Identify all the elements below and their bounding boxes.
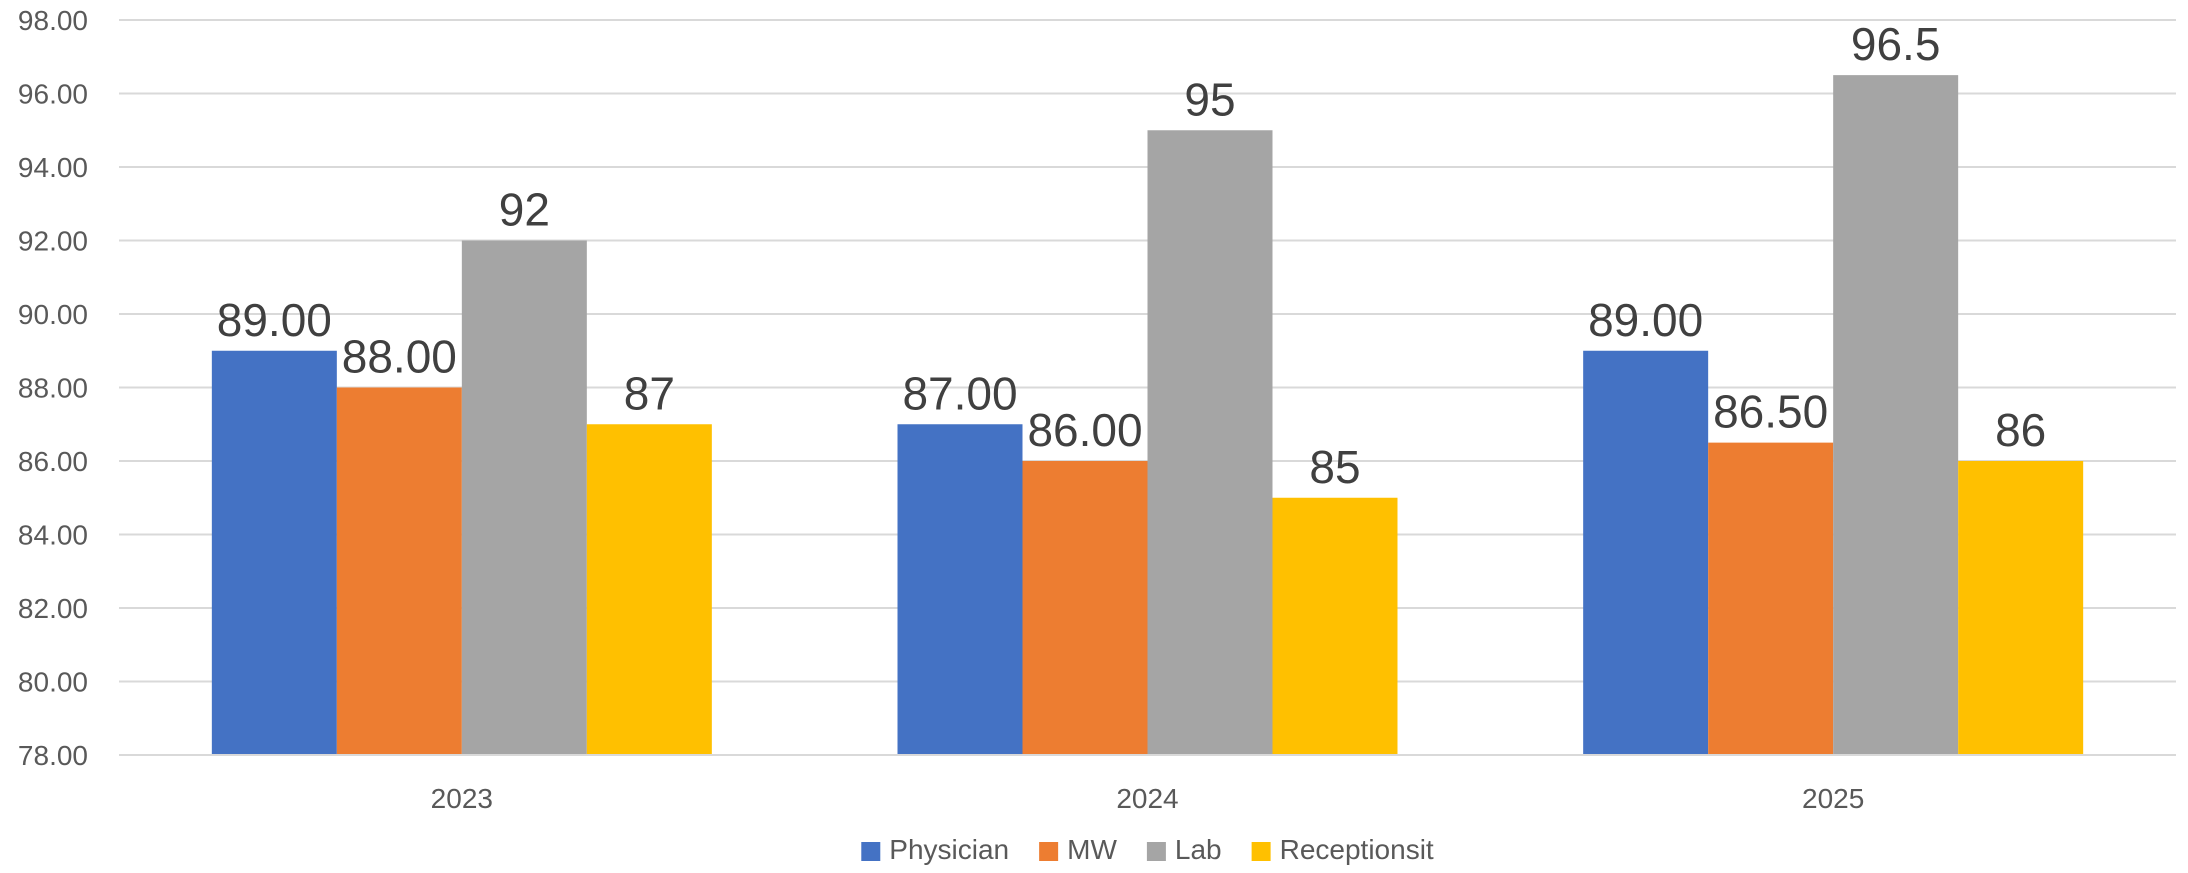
- data-label: 87.00: [902, 367, 1017, 419]
- y-tick-label: 98.00: [18, 5, 88, 36]
- legend-label: Physician: [889, 834, 1009, 865]
- bar-mw-2025: [1708, 443, 1833, 755]
- y-tick-label: 78.00: [18, 740, 88, 771]
- data-label: 87: [624, 367, 675, 419]
- legend-swatch: [1147, 842, 1166, 861]
- y-tick-label: 84.00: [18, 520, 88, 551]
- y-tick-label: 90.00: [18, 299, 88, 330]
- bar-receptionsit-2024: [1273, 498, 1398, 755]
- y-axis: 78.00 80.00 82.00 84.00 86.00 88.00 90.00 92.00…: [18, 5, 88, 771]
- data-label: 89.00: [217, 294, 332, 346]
- bar-lab-2024: [1148, 130, 1273, 755]
- data-label: 88.00: [342, 331, 457, 383]
- x-tick-label: 2023: [431, 783, 493, 814]
- data-label: 96.5: [1851, 18, 1941, 70]
- bar-lab-2023: [462, 241, 587, 756]
- legend-label: Lab: [1175, 834, 1222, 865]
- legend-item-physician: Physician: [861, 834, 1009, 865]
- legend-label: Receptionsit: [1280, 834, 1434, 865]
- data-label: 89.00: [1588, 294, 1703, 346]
- legend-swatch: [1252, 842, 1271, 861]
- y-tick-label: 94.00: [18, 152, 88, 183]
- y-tick-label: 88.00: [18, 373, 88, 404]
- data-label: 92: [499, 184, 550, 236]
- legend-item-receptionsit: Receptionsit: [1252, 834, 1434, 865]
- bar-mw-2023: [337, 388, 462, 756]
- x-tick-label: 2024: [1116, 783, 1178, 814]
- legend-swatch: [861, 842, 880, 861]
- data-label: 86.00: [1027, 404, 1142, 456]
- bar-receptionsit-2023: [587, 424, 712, 755]
- y-tick-label: 86.00: [18, 446, 88, 477]
- y-tick-label: 92.00: [18, 226, 88, 257]
- y-tick-label: 82.00: [18, 593, 88, 624]
- bar-lab-2025: [1833, 75, 1958, 755]
- data-label: 95: [1184, 73, 1235, 125]
- legend-item-lab: Lab: [1147, 834, 1222, 865]
- data-label: 86: [1995, 404, 2046, 456]
- legend-label: MW: [1067, 834, 1117, 865]
- bar-physician-2023: [212, 351, 337, 755]
- data-label: 85: [1309, 441, 1360, 493]
- bar-receptionsit-2025: [1958, 461, 2083, 755]
- bar-physician-2025: [1583, 351, 1708, 755]
- x-tick-label: 2025: [1802, 783, 1864, 814]
- bar-physician-2024: [898, 424, 1023, 755]
- legend-item-mw: MW: [1039, 834, 1117, 865]
- x-axis: 2023 2024 2025: [119, 755, 2176, 814]
- bar-mw-2024: [1023, 461, 1148, 755]
- y-tick-label: 80.00: [18, 667, 88, 698]
- legend-swatch: [1039, 842, 1058, 861]
- legend: Physician MW Lab Receptionsit: [861, 834, 1434, 865]
- data-label: 86.50: [1713, 386, 1828, 438]
- y-tick-label: 96.00: [18, 79, 88, 110]
